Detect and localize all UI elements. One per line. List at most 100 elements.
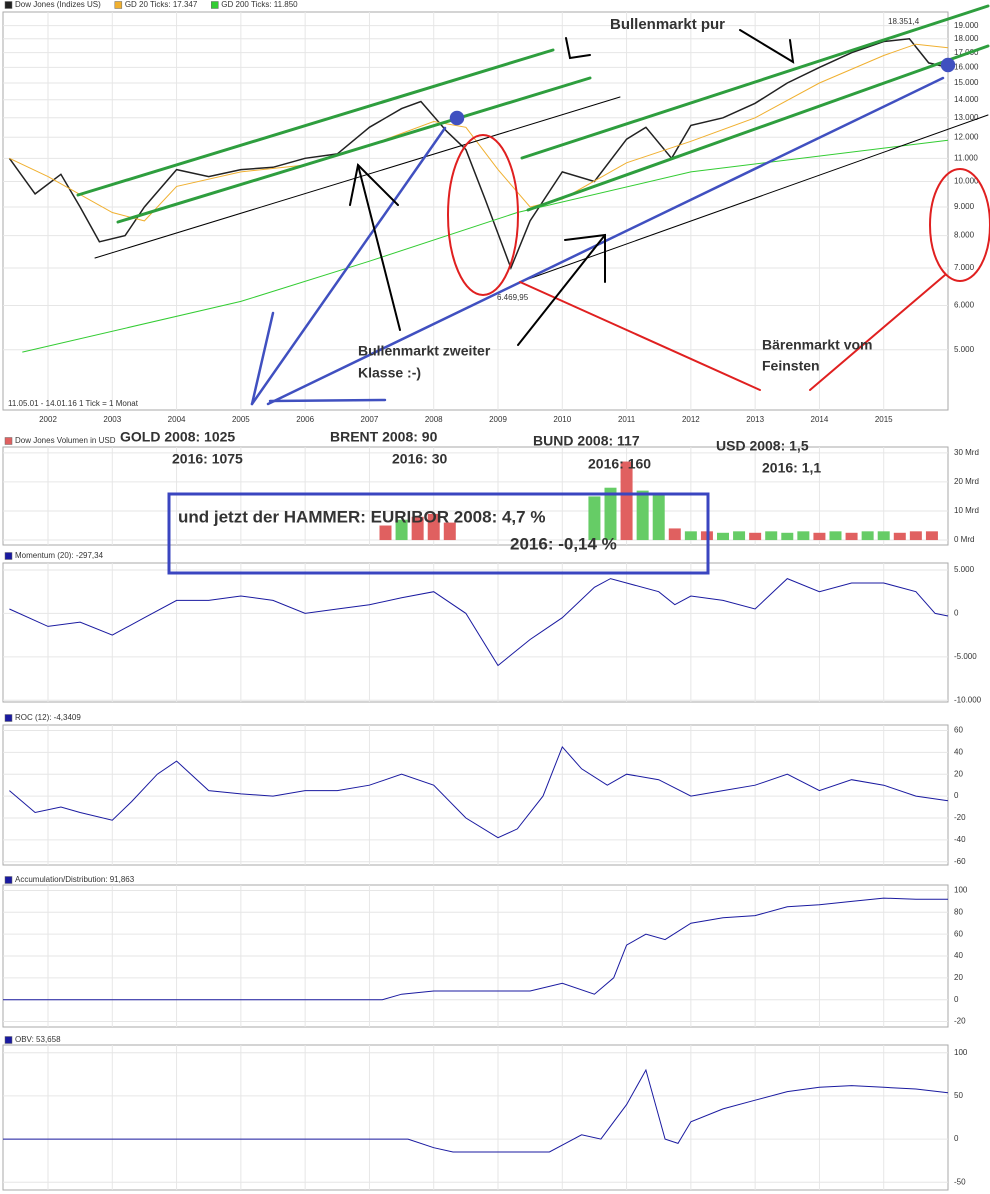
volume-bar bbox=[813, 532, 826, 541]
volume-bar bbox=[668, 528, 681, 541]
x-tick-label: 2014 bbox=[811, 415, 829, 424]
blue-dot bbox=[449, 110, 465, 126]
legend-swatch bbox=[114, 1, 123, 9]
annotation: 2016: 1075 bbox=[172, 451, 243, 467]
annotation: BRENT 2008: 90 bbox=[330, 429, 438, 445]
indicator-line bbox=[9, 745, 949, 839]
annotation: Feinsten bbox=[762, 358, 820, 374]
black-trendlines bbox=[94, 96, 989, 283]
red-line bbox=[809, 274, 946, 391]
legend-swatch bbox=[211, 1, 219, 9]
black-arrows bbox=[349, 29, 795, 346]
drawing-overlay bbox=[76, 4, 990, 575]
y-tick-label: 60 bbox=[954, 726, 963, 735]
annotation: 2016: -0,14 % bbox=[510, 534, 617, 553]
y-tick-label: -50 bbox=[954, 1177, 966, 1186]
header-swatch bbox=[4, 437, 13, 445]
channel-line bbox=[520, 4, 990, 160]
x-tick-label: 2010 bbox=[553, 415, 571, 424]
header-swatch bbox=[4, 714, 13, 722]
y-tick-label: 20 bbox=[954, 973, 963, 982]
plot-frame bbox=[2, 446, 949, 546]
arrow bbox=[517, 234, 606, 346]
x-tick-label: 2008 bbox=[425, 415, 443, 424]
y-tick-label: 9.000 bbox=[954, 202, 975, 211]
volume-bar bbox=[443, 522, 456, 541]
legend-label: GD 200 Ticks: 11.850 bbox=[221, 0, 298, 9]
annotation: 2016: 30 bbox=[392, 451, 447, 467]
y-tick-label: 50 bbox=[954, 1091, 963, 1100]
x-tick-label: 2002 bbox=[39, 415, 57, 424]
x-tick-label: 2013 bbox=[746, 415, 764, 424]
blue-line bbox=[250, 311, 275, 406]
panel-title: Dow Jones Volumen in USD bbox=[15, 436, 116, 445]
annotation: und jetzt der HAMMER: EURIBOR 2008: 4,7 … bbox=[178, 507, 545, 526]
y-tick-label: 10.000 bbox=[954, 177, 979, 186]
highlight-box bbox=[167, 492, 710, 575]
red-ellipse bbox=[447, 134, 519, 296]
volume-bar bbox=[733, 531, 746, 541]
x-tick-label: 2011 bbox=[618, 415, 636, 424]
volume-bar bbox=[427, 513, 440, 541]
indicator-line bbox=[3, 1068, 949, 1153]
blue-dot bbox=[940, 57, 956, 73]
volume-bar bbox=[620, 461, 633, 541]
y-tick-label: -60 bbox=[954, 857, 966, 866]
x-tick-label: 2006 bbox=[296, 415, 314, 424]
indicator-line bbox=[3, 897, 949, 1001]
price-line bbox=[8, 38, 949, 271]
volume-bar bbox=[765, 531, 778, 541]
y-tick-label: 80 bbox=[954, 907, 963, 916]
y-tick-label: 100 bbox=[954, 886, 968, 895]
y-tick-label: 30 Mrd bbox=[954, 448, 979, 457]
panel-title: Accumulation/Distribution: 91,863 bbox=[15, 875, 135, 884]
blue-line bbox=[250, 126, 447, 406]
y-tick-label: 100 bbox=[954, 1048, 968, 1057]
y-tick-label: 0 bbox=[954, 1134, 959, 1143]
volume-bar bbox=[749, 532, 762, 541]
x-tick-label: 2007 bbox=[361, 415, 379, 424]
y-tick-label: 14.000 bbox=[954, 95, 979, 104]
x-tick-label: 2012 bbox=[682, 415, 700, 424]
y-tick-label: 10 Mrd bbox=[954, 506, 979, 515]
y-tick-label: 0 bbox=[954, 995, 959, 1004]
annotation: GOLD 2008: 1025 bbox=[120, 429, 235, 445]
y-tick-label: 15.000 bbox=[954, 78, 979, 87]
y-tick-label: -20 bbox=[954, 813, 966, 822]
volume-bar bbox=[684, 531, 697, 541]
panel-title: ROC (12): -4,3409 bbox=[15, 713, 81, 722]
red-ellipse bbox=[929, 168, 990, 282]
volume-bar bbox=[845, 532, 858, 541]
blue-line bbox=[268, 398, 387, 403]
red-marks bbox=[447, 134, 990, 391]
volume-bar bbox=[717, 532, 729, 541]
y-tick-label: 0 Mrd bbox=[954, 535, 974, 544]
annotation: Bullenmarkt pur bbox=[610, 16, 725, 33]
header-swatch bbox=[4, 1036, 13, 1044]
annotation: Bullenmarkt zweiter bbox=[358, 343, 491, 359]
header-swatch bbox=[4, 876, 13, 884]
arrow bbox=[357, 164, 401, 331]
legend-swatch bbox=[4, 1, 13, 9]
volume-bar bbox=[411, 516, 424, 541]
y-tick-label: -10.000 bbox=[954, 695, 982, 704]
volume-bar bbox=[925, 531, 938, 541]
x-tick-label: 2005 bbox=[232, 415, 250, 424]
plot-frame bbox=[2, 11, 949, 411]
arrow bbox=[565, 37, 591, 60]
x-tick-label: 2015 bbox=[875, 415, 893, 424]
arrow bbox=[739, 29, 795, 64]
legend-label: GD 20 Ticks: 17.347 bbox=[125, 0, 198, 9]
volume-bar bbox=[829, 531, 842, 541]
y-tick-label: 7.000 bbox=[954, 263, 975, 272]
volume-bar bbox=[781, 532, 794, 541]
annotation: Klasse :-) bbox=[358, 365, 421, 381]
y-tick-label: 16.000 bbox=[954, 62, 979, 71]
volume-bar bbox=[604, 487, 617, 541]
y-tick-label: -40 bbox=[954, 835, 966, 844]
volume-bar bbox=[395, 519, 408, 541]
legend-label: Dow Jones (Indizes US) bbox=[15, 0, 101, 9]
plot-frame bbox=[2, 724, 949, 866]
price-line bbox=[22, 139, 949, 353]
annotation: Bärenmarkt vom bbox=[762, 337, 873, 353]
